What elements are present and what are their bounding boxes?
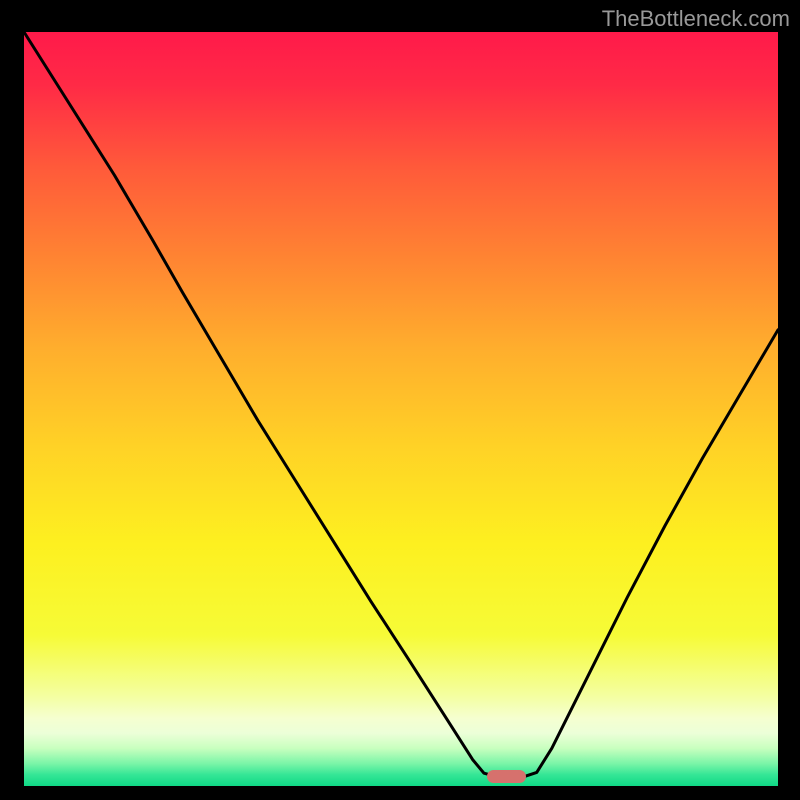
bottleneck-curve [0,0,800,800]
watermark-label: TheBottleneck.com [602,6,790,32]
chart-container: TheBottleneck.com [0,0,800,800]
optimal-point-marker [487,770,526,783]
